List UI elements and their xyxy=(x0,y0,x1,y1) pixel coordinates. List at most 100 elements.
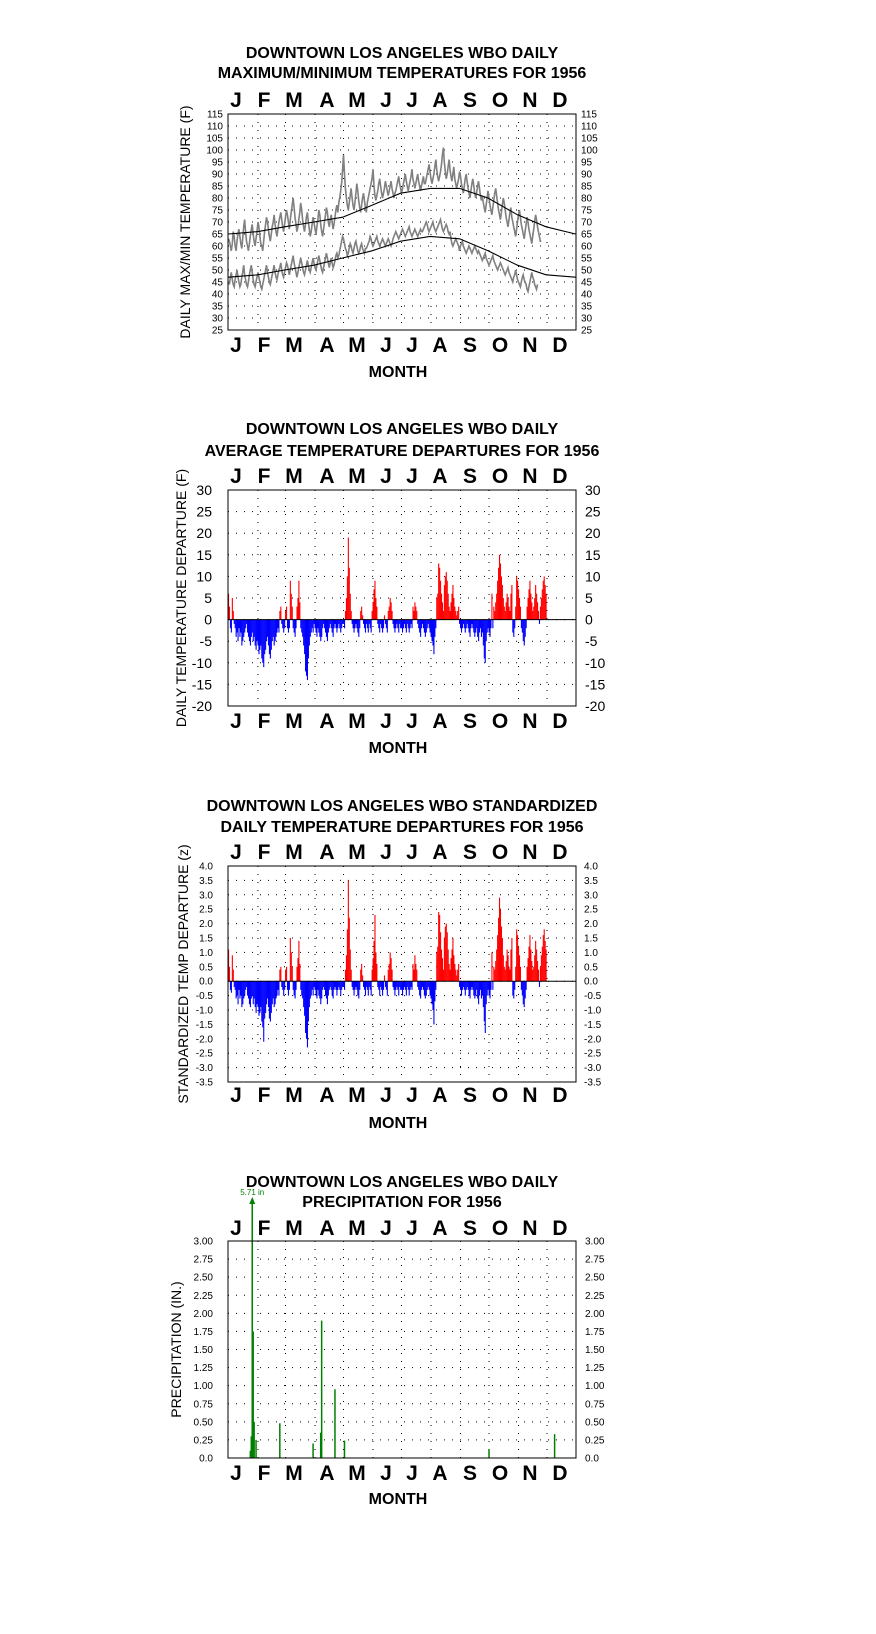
month-label-bottom: D xyxy=(552,1084,567,1107)
departure-bar-negative xyxy=(334,619,336,624)
departure-bar-negative xyxy=(315,981,317,996)
month-label-top: J xyxy=(380,841,392,864)
departure-bar-positive xyxy=(447,593,449,620)
departure-bar-negative xyxy=(404,981,406,990)
departure-bar-positive xyxy=(518,598,521,620)
departure-bar-negative xyxy=(295,981,297,990)
y-tick-label-right: 25 xyxy=(585,504,601,520)
departure-bar-negative xyxy=(324,981,326,990)
chart-panel-3: DOWNTOWN LOS ANGELES WBO STANDARDIZED DAI… xyxy=(175,798,602,1132)
y-tick-label-left: -1.0 xyxy=(196,1006,214,1017)
departure-bar-negative xyxy=(263,619,265,668)
y-tick-label-left: 70 xyxy=(212,218,224,229)
departure-bar-positive xyxy=(526,966,528,982)
departure-bar-negative xyxy=(478,619,480,642)
departure-bar-negative xyxy=(478,981,480,1005)
departure-bar-positive xyxy=(448,606,450,620)
departure-bar-positive xyxy=(371,610,373,620)
departure-bar-negative xyxy=(311,619,313,629)
departure-bar-positive xyxy=(516,929,518,982)
departure-bar-negative xyxy=(353,619,355,633)
departure-bar-positive xyxy=(502,598,504,620)
departure-bar-negative xyxy=(264,981,266,1019)
y-tick-label-right: 60 xyxy=(581,242,593,253)
departure-bar-positive xyxy=(501,585,503,620)
departure-bar-positive xyxy=(375,952,377,982)
departure-bar-negative xyxy=(321,619,323,637)
departure-bar-negative xyxy=(241,619,243,646)
departure-bar-positive xyxy=(346,929,348,982)
departure-bar-positive xyxy=(232,969,234,982)
y-tick-label-right: 75 xyxy=(581,206,593,217)
departure-bar-negative xyxy=(469,619,471,637)
plot-frame xyxy=(227,489,577,707)
departure-bar-negative xyxy=(429,619,431,633)
month-label-top: F xyxy=(258,1217,271,1240)
month-label-bottom: M xyxy=(285,334,303,357)
month-label-top: J xyxy=(406,465,418,488)
departure-bar-positive xyxy=(344,610,347,620)
departure-bar-negative xyxy=(434,619,436,637)
departure-bar-negative xyxy=(244,619,246,633)
departure-bar-negative xyxy=(433,619,435,655)
departure-bar-negative xyxy=(324,619,326,629)
departure-bar-positive xyxy=(498,917,500,982)
departure-bar-negative xyxy=(419,619,421,633)
y-tick-label-right: 30 xyxy=(585,482,601,498)
departure-bar-positive xyxy=(518,946,520,982)
departure-bar-negative xyxy=(239,981,241,999)
y-tick-label-right: 30 xyxy=(581,314,593,325)
departure-bar-negative xyxy=(466,981,468,987)
departure-bar-negative xyxy=(512,981,514,996)
departure-bar-negative xyxy=(402,619,405,629)
departure-bar-negative xyxy=(492,619,494,629)
departure-bar-negative xyxy=(262,619,264,663)
departure-bar-negative xyxy=(287,619,289,633)
departure-bar-negative xyxy=(385,619,387,629)
month-label-top: J xyxy=(230,841,242,864)
month-label-top: S xyxy=(463,465,477,488)
chart-title-line: PRECIPITATION FOR 1956 xyxy=(302,1194,502,1211)
departure-bar-negative xyxy=(418,981,420,990)
y-tick-label-left: 3.0 xyxy=(199,890,213,901)
departure-bar-positive xyxy=(438,912,440,982)
departure-bar-negative xyxy=(277,981,279,990)
departure-bar-negative xyxy=(252,981,254,1005)
x-axis-label: MONTH xyxy=(369,1491,428,1508)
departure-bar-negative xyxy=(377,619,379,624)
y-tick-label-right: 2.75 xyxy=(585,1255,605,1266)
y-tick-label-left: 1.0 xyxy=(199,948,213,959)
departure-bar-positive xyxy=(389,952,391,982)
y-tick-label-left: -2.0 xyxy=(196,1034,214,1045)
departure-bar-negative xyxy=(305,981,308,1039)
departure-bar-negative xyxy=(242,619,244,642)
month-label-bottom: J xyxy=(406,334,418,357)
departure-bar-negative xyxy=(323,619,325,624)
departure-bar-negative xyxy=(240,981,242,996)
departure-bar-negative xyxy=(267,619,270,646)
departure-bar-positive xyxy=(439,567,441,620)
departure-bar-negative xyxy=(337,981,339,990)
departure-bar-positive xyxy=(508,966,510,982)
departure-bar-negative xyxy=(260,981,262,1008)
departure-bar-positive xyxy=(497,580,499,620)
y-tick-label-left: 65 xyxy=(212,230,224,241)
departure-bar-negative xyxy=(378,981,380,990)
departure-bar-negative xyxy=(300,619,302,629)
departure-bar-positive xyxy=(412,606,414,620)
departure-bar-negative xyxy=(465,619,467,629)
departure-bar-negative xyxy=(523,981,525,1008)
y-tick-label-left: 45 xyxy=(212,278,224,289)
y-tick-label-left: 0.75 xyxy=(194,1399,214,1410)
departure-bar-positive xyxy=(544,585,546,620)
y-tick-label-right: -10 xyxy=(585,655,605,671)
y-axis-label: DAILY MAX/MIN TEMPERATURE (F) xyxy=(177,105,193,338)
departure-bar-positive xyxy=(279,969,281,982)
departure-bar-negative xyxy=(255,619,257,650)
departure-bar-negative xyxy=(538,981,541,987)
month-label-bottom: J xyxy=(406,1084,418,1107)
departure-bar-negative xyxy=(410,619,412,624)
departure-bar-negative xyxy=(334,981,336,987)
month-label-top: M xyxy=(285,89,303,112)
departure-bar-positive xyxy=(450,602,452,620)
